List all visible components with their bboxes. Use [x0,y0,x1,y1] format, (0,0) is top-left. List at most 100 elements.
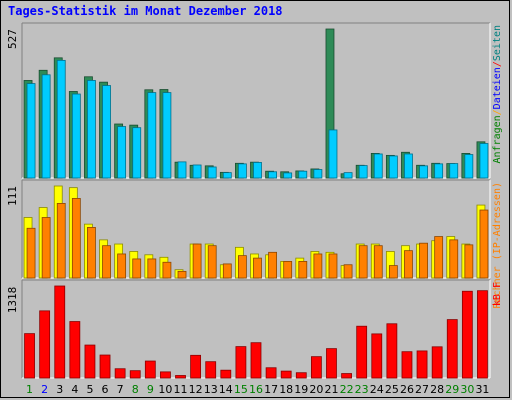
bar-top-dateien-day-29 [449,163,459,179]
bar-bottom-kb-f-day-24 [371,333,383,379]
x-label-day-5: 5 [86,383,93,396]
bar-bottom-kb-f-day-11 [175,375,186,379]
bar-middle-rechner-day-27 [419,242,428,279]
bar-middle-rechner-day-15 [237,255,247,279]
x-label-day-29: 29 [445,383,459,396]
bar-top-dateien-day-23 [358,165,368,179]
bar-middle-rechner-day-18 [283,261,293,279]
bar-top-dateien-day-19 [298,170,308,179]
bar-top-dateien-day-18 [283,172,293,179]
bar-top-dateien-day-3 [56,59,66,179]
bar-middle-rechner-day-24 [373,245,383,279]
panel-bottom-legend: kB F [492,282,503,306]
x-label-day-23: 23 [355,383,369,396]
x-label-day-22: 22 [340,383,354,396]
x-label-day-7: 7 [117,383,124,396]
bar-middle-rechner-day-12 [192,243,202,279]
bar-middle-rechner-day-28 [434,236,444,279]
bar-top-dateien-day-22 [343,172,353,179]
x-label-day-30: 30 [460,383,474,396]
bar-top-dateien-day-21 [328,129,338,179]
chart-title: Tages-Statistik im Monat Dezember 2018 [8,4,283,18]
bar-middle-rechner-day-1 [26,227,36,279]
bar-top-dateien-day-27 [419,165,428,179]
bar-bottom-kb-f-day-31 [477,290,488,379]
bar-top-dateien-day-31 [479,143,489,179]
bar-middle-rechner-day-4 [71,198,81,279]
bar-bottom-kb-f-day-18 [280,370,292,379]
x-label-day-17: 17 [264,383,278,396]
bar-top-dateien-day-12 [192,164,202,179]
bar-bottom-kb-f-day-3 [54,285,66,379]
bar-top-dateien-day-4 [71,93,81,179]
bar-top-dateien-day-24 [373,153,383,179]
bar-bottom-kb-f-day-2 [39,310,51,379]
bar-bottom-kb-f-day-9 [144,360,156,379]
bar-middle-rechner-day-5 [87,227,96,279]
x-label-day-27: 27 [415,383,429,396]
bar-middle-rechner-day-11 [177,270,187,279]
legend-segment: kB F [492,282,503,306]
bar-bottom-kb-f-day-30 [461,290,473,379]
bar-top-dateien-day-15 [237,163,247,179]
bar-middle-rechner-day-21 [328,253,338,279]
bar-middle-rechner-day-26 [404,250,413,279]
x-label-day-13: 13 [204,383,218,396]
bar-bottom-kb-f-day-13 [205,361,217,379]
bar-bottom-kb-f-day-1 [24,333,35,379]
bar-middle-rechner-day-17 [268,251,278,279]
x-label-day-10: 10 [158,383,172,396]
bar-middle-rechner-day-10 [162,261,172,279]
x-label-day-19: 19 [294,383,308,396]
bar-top-dateien-day-11 [177,161,187,179]
bar-top-dateien-day-2 [41,74,51,179]
bar-top-dateien-day-13 [207,166,217,179]
bar-bottom-kb-f-day-19 [295,372,307,379]
bar-bottom-kb-f-day-28 [431,346,443,379]
x-label-day-26: 26 [400,383,414,396]
bar-bottom-kb-f-day-7 [114,368,126,379]
bar-top-dateien-day-9 [147,92,157,179]
x-label-day-14: 14 [219,383,233,396]
x-label-day-20: 20 [309,383,323,396]
bar-middle-rechner-day-14 [222,263,232,279]
bar-bottom-kb-f-day-29 [446,319,458,379]
bar-top-dateien-day-17 [268,171,278,179]
bar-top-dateien-day-30 [464,154,474,179]
panel-middle-max-label: 111 [6,186,19,206]
panel-middle-legend: Rechner (IP-Adressen) [492,182,503,308]
x-label-day-18: 18 [279,383,293,396]
x-label-day-28: 28 [430,383,444,396]
bar-middle-rechner-day-30 [464,244,474,279]
bar-bottom-kb-f-day-20 [310,356,322,379]
x-label-day-6: 6 [102,383,109,396]
bar-bottom-kb-f-day-15 [235,346,247,379]
bar-bottom-kb-f-day-6 [99,354,111,379]
panel-bottom-max-label: 1318 [6,287,19,314]
legend-segment: Dateien [492,67,503,109]
bar-middle-rechner-day-31 [479,209,489,279]
bar-top-dateien-day-10 [162,92,172,179]
legend-segment: Anfragen [492,115,503,163]
x-label-day-24: 24 [370,383,384,396]
bar-bottom-kb-f-day-5 [84,344,96,379]
bar-bottom-kb-f-day-21 [326,348,337,379]
bar-bottom-kb-f-day-4 [69,321,81,379]
bar-bottom-kb-f-day-14 [220,369,232,379]
x-label-day-2: 2 [41,383,48,396]
legend-segment: / [492,61,503,67]
bar-top-dateien-day-7 [117,126,127,179]
legend-segment: / [492,109,503,115]
bar-top-dateien-day-14 [222,172,232,179]
bar-top-dateien-day-26 [404,153,413,179]
bar-middle-rechner-day-6 [102,245,111,279]
bar-middle-rechner-day-13 [207,245,217,279]
bar-bottom-kb-f-day-10 [160,371,171,379]
bar-middle-rechner-day-2 [41,217,51,279]
bar-middle-rechner-day-16 [253,257,262,279]
bar-middle-rechner-day-22 [343,264,353,279]
legend-segment: Rechner (IP-Adressen) [492,182,503,308]
bar-bottom-kb-f-day-23 [356,325,368,379]
